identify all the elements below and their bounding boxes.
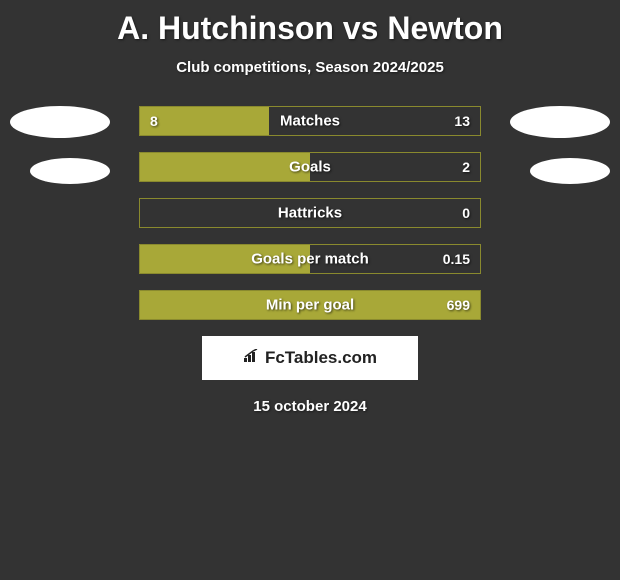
stat-value-left: 8 — [150, 113, 158, 129]
stat-value-right: 2 — [462, 159, 470, 175]
stat-label: Goals per match — [251, 251, 369, 268]
player-right-avatar-2 — [530, 158, 610, 184]
stat-row: Min per goal 699 — [139, 290, 481, 320]
stat-value-right: 13 — [454, 113, 470, 129]
player-left-avatar-2 — [30, 158, 110, 184]
stat-row: Goals per match 0.15 — [139, 244, 481, 274]
stat-label: Hattricks — [278, 205, 342, 222]
stat-row: Hattricks 0 — [139, 198, 481, 228]
brand-text: FcTables.com — [243, 348, 377, 368]
stat-row: 8 Matches 13 — [139, 106, 481, 136]
player-right-avatar — [510, 106, 610, 138]
stat-value-right: 699 — [447, 297, 470, 313]
stat-label: Goals — [289, 159, 331, 176]
brand-box[interactable]: FcTables.com — [202, 336, 418, 380]
brand-label: FcTables.com — [265, 348, 377, 368]
stat-rows-container: 8 Matches 13 Goals 2 Hattricks 0 Goals per matc… — [139, 106, 481, 320]
stat-row: Goals 2 — [139, 152, 481, 182]
stat-value-right: 0 — [462, 205, 470, 221]
page-title: A. Hutchinson vs Newton — [0, 0, 620, 47]
subtitle: Club competitions, Season 2024/2025 — [0, 59, 620, 76]
stat-fill-left — [140, 107, 269, 135]
stat-label: Matches — [280, 113, 340, 130]
stat-fill-left — [140, 153, 310, 181]
player-left-avatar — [10, 106, 110, 138]
stat-value-right: 0.15 — [443, 251, 470, 267]
date-label: 15 october 2024 — [0, 398, 620, 415]
stat-label: Min per goal — [266, 297, 354, 314]
stats-content: 8 Matches 13 Goals 2 Hattricks 0 Goals per matc… — [0, 106, 620, 415]
chart-icon — [243, 348, 261, 368]
